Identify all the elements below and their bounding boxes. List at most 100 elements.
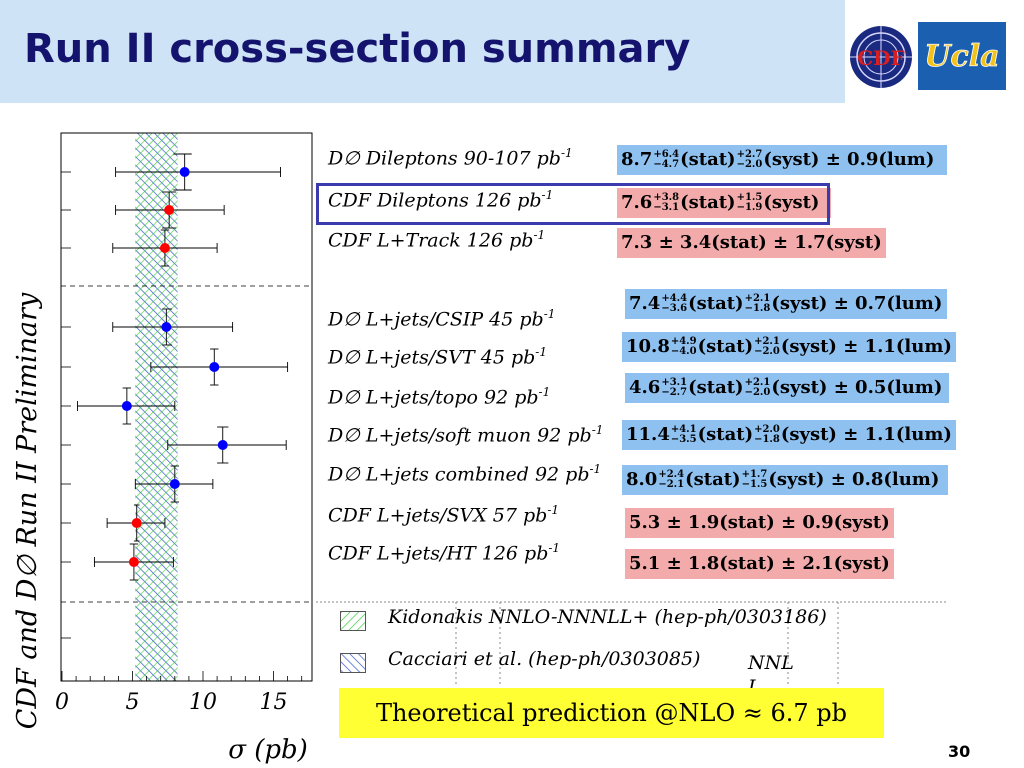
result-text: 5.3 ± 1.9(stat) ± 0.9(syst) <box>629 512 890 533</box>
result-stat-label: (stat) <box>680 192 736 213</box>
result-lum: ± 0.8(lum) <box>830 469 940 490</box>
measurement-label: D∅ L+jets/topo 92 pb-1 <box>328 385 550 408</box>
measurement-exponent: -1 <box>543 307 556 321</box>
result-lum: ± 0.9(lum) <box>825 149 935 170</box>
measurement-name: D∅ L+jets combined 92 pb <box>328 463 590 486</box>
marker-d0 <box>209 362 220 372</box>
x-tick-label: 0 <box>55 690 69 715</box>
measurement-label: D∅ L+jets combined 92 pb-1 <box>328 462 601 485</box>
y-axis-label: CDF and D∅ Run II Preliminary <box>12 292 43 729</box>
result-lum: ± 0.7(lum) <box>833 293 943 314</box>
marker-cdf <box>164 205 175 215</box>
measurement-exponent: -1 <box>538 385 551 399</box>
data-point-0 <box>115 153 281 191</box>
result-text: 7.3 ± 3.4(stat) ± 1.7(syst) <box>621 232 882 253</box>
result-stat-error: +4.1 −3.5 <box>670 424 697 445</box>
measurement-label: D∅ L+jets/CSIP 45 pb-1 <box>328 307 555 330</box>
data-point-6 <box>167 426 287 464</box>
result-syst-label: (syst) <box>763 149 826 170</box>
measurement-label: D∅ Dileptons 90-107 pb-1 <box>328 146 573 169</box>
marker-cdf <box>128 557 139 567</box>
x-tick-label: 10 <box>189 690 217 715</box>
result-box: 11.4 +4.1 −3.5 (stat) +2.0 −1.8 (syst) ± 1.1(l… <box>622 420 956 450</box>
result-box: 5.3 ± 1.9(stat) ± 0.9(syst) <box>625 508 894 538</box>
result-box: 4.6 +3.1 −2.7 (stat) +2.1 −2.0 (syst) ± 0.5(lu… <box>625 373 949 403</box>
marker-cdf <box>131 518 142 528</box>
data-point-4 <box>150 348 289 386</box>
result-stat-label: (stat) <box>697 424 754 445</box>
result-stat-label: (stat) <box>688 293 744 314</box>
measurement-exponent: -1 <box>560 146 573 160</box>
result-box: 8.7 +6.4 −4.7 (stat) +2.7 −2.0 (syst) ± 0.9(lu… <box>617 145 947 175</box>
legend-separator <box>316 601 946 686</box>
cross-section-chart: 0 5 10 15 CDF and D∅ Run II Preliminary σ (… <box>12 132 313 765</box>
result-syst-error: +1.5 −1.9 <box>736 192 763 213</box>
result-syst-error: +2.1 −2.0 <box>754 336 780 357</box>
data-point-5 <box>77 387 176 425</box>
measurement-name: D∅ Dileptons 90-107 pb <box>328 147 561 170</box>
measurement-exponent: -1 <box>547 503 560 517</box>
measurement-label: CDF L+jets/HT 126 pb-1 <box>328 541 560 564</box>
result-central: 8.0 <box>626 469 658 490</box>
measurement-label: D∅ L+jets/soft muon 92 pb-1 <box>328 423 603 446</box>
measurement-name: D∅ L+jets/CSIP 45 pb <box>328 308 544 331</box>
data-point-7 <box>134 465 214 503</box>
result-box: 5.1 ± 1.8(stat) ± 2.1(syst) <box>625 549 894 579</box>
result-lum: ± 1.1(lum) <box>843 424 952 445</box>
measurement-exponent: -1 <box>535 345 547 359</box>
marker-d0 <box>121 401 132 411</box>
result-stat-error: +2.4 −2.1 <box>658 469 685 490</box>
measurement-name: D∅ L+jets/soft muon 92 pb <box>328 424 592 447</box>
result-stat-label: (stat) <box>680 149 736 170</box>
measurement-exponent: -1 <box>591 423 604 437</box>
result-box: 7.6 +3.8 −3.1 (stat) +1.5 −1.9 (syst) <box>617 188 831 218</box>
result-stat-error: +4.9 −4.0 <box>670 336 697 357</box>
result-box: 10.8 +4.9 −4.0 (stat) +2.1 −2.0 (syst) ± 1.1(l… <box>622 332 956 362</box>
result-text: 5.1 ± 1.8(stat) ± 2.1(syst) <box>629 553 890 574</box>
slide-title: Run II cross-section summary <box>24 26 691 72</box>
cacciari-legend-label: Cacciari et al. (hep-ph/0303085) <box>388 648 701 670</box>
ucla-logo-text: Ucla <box>924 39 999 74</box>
measurement-name: CDF L+jets/HT 126 pb <box>328 542 549 565</box>
result-box: 7.3 ± 3.4(stat) ± 1.7(syst) <box>617 228 886 258</box>
result-syst-error: +1.7 −1.5 <box>741 469 768 490</box>
data-point-3 <box>112 308 234 346</box>
result-box: 7.4 +4.4 −3.6 (stat) +2.1 −1.8 (syst) ± 0.7(lu… <box>625 289 947 319</box>
measurement-label: CDF Dileptons 126 pb-1 <box>328 188 553 211</box>
result-central: 8.7 <box>621 149 653 170</box>
kidonakis-legend-swatch <box>340 611 366 631</box>
marker-d0 <box>217 440 228 450</box>
result-stat-error: +3.1 −2.7 <box>661 377 688 398</box>
result-central: 10.8 <box>626 336 670 357</box>
result-central: 4.6 <box>629 377 661 398</box>
measurement-exponent: -1 <box>533 228 546 242</box>
measurement-name: CDF L+jets/SVX 57 pb <box>328 504 548 527</box>
result-syst-label: (syst) <box>771 377 834 398</box>
x-axis-label: σ (pb) <box>228 735 308 765</box>
result-stat-error: +6.4 −4.7 <box>653 149 680 170</box>
theory-prediction-text: Theoretical prediction @NLO ≈ 6.7 pb <box>375 699 848 727</box>
page-number: 30 <box>948 742 971 761</box>
result-syst-label: (syst) <box>780 336 844 357</box>
measurement-name: D∅ L+jets/topo 92 pb <box>328 386 539 409</box>
result-stat-error: +3.8 −3.1 <box>653 192 680 213</box>
result-lum: ± 1.1(lum) <box>843 336 952 357</box>
result-stat-label: (stat) <box>697 336 754 357</box>
result-syst-error: +2.0 −1.8 <box>754 424 780 445</box>
result-stat-label: (stat) <box>688 377 744 398</box>
measurement-label: CDF L+Track 126 pb-1 <box>328 228 545 251</box>
result-syst-error: +2.7 −2.0 <box>736 149 763 170</box>
theory-band-kidonakis <box>135 133 178 681</box>
result-lum: ± 0.5(lum) <box>833 377 943 398</box>
result-syst-label: (syst) <box>780 424 844 445</box>
cdf-dilepton-highlight <box>316 183 830 225</box>
data-point-1 <box>115 191 225 229</box>
x-tick-label: 15 <box>260 690 288 715</box>
x-tick-label: 5 <box>126 690 140 715</box>
result-central: 7.6 <box>621 192 653 213</box>
result-central: 7.4 <box>629 293 661 314</box>
marker-d0 <box>179 167 190 177</box>
result-stat-label: (stat) <box>685 469 741 490</box>
data-point-8 <box>106 504 166 542</box>
measurement-name: CDF L+Track 126 pb <box>328 229 534 252</box>
